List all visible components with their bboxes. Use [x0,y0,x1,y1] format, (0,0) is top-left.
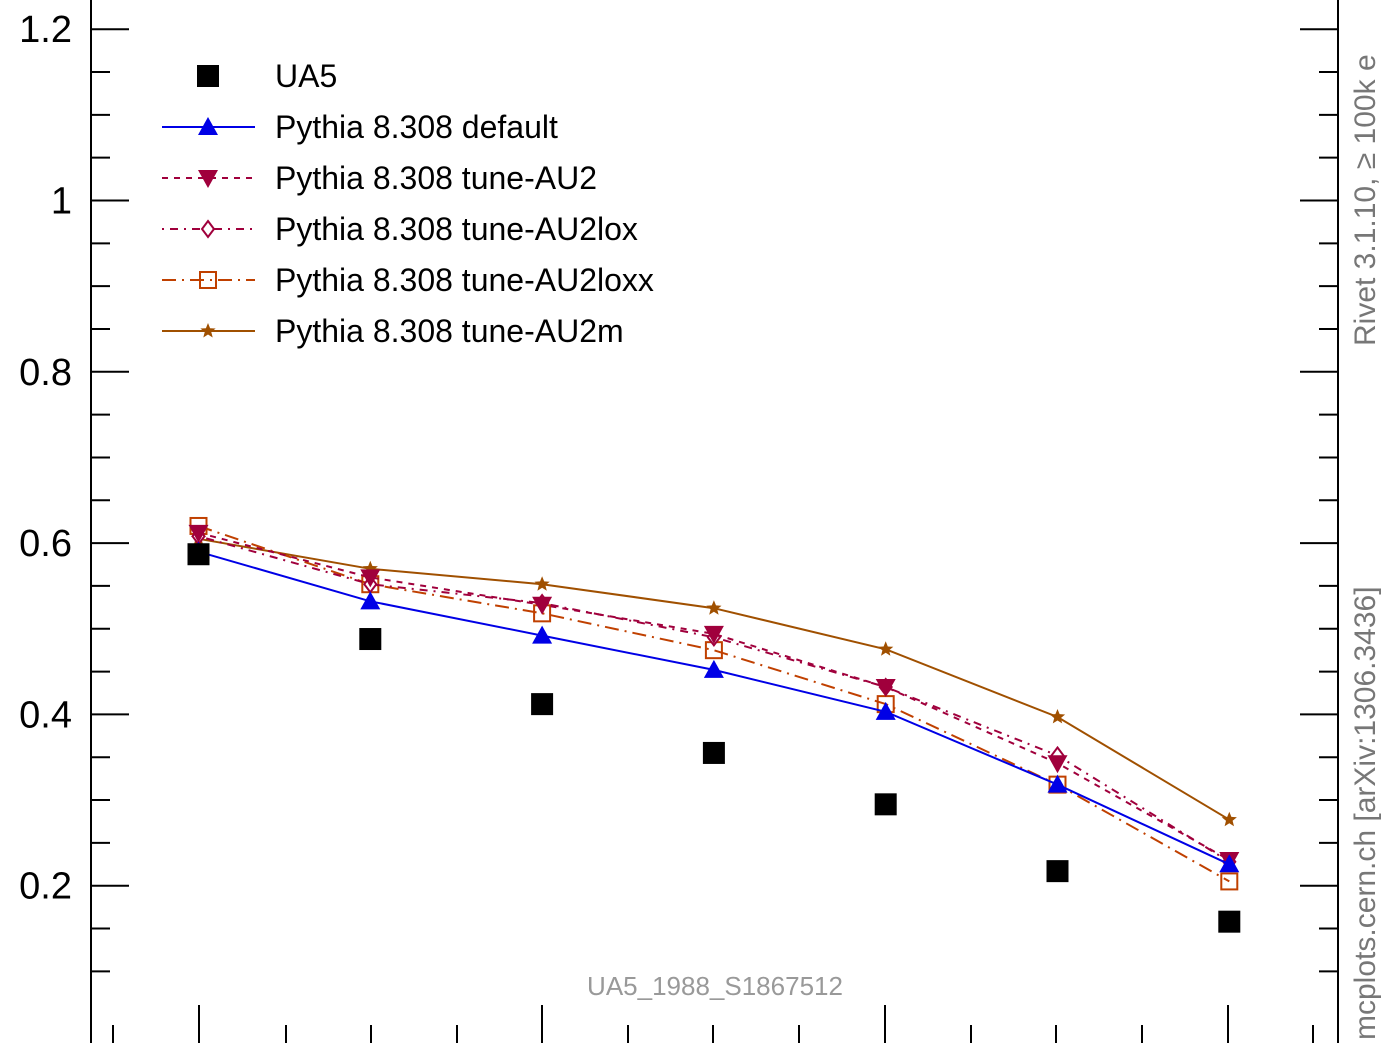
series-line [198,537,1230,821]
legend-entry: UA5 [197,58,337,94]
legend-marker [199,271,217,289]
mcplots-credit-label: mcplots.cern.ch [arXiv:1306.3436] [1349,586,1381,1040]
series-0 [187,543,1241,933]
analysis-id-label: UA5_1988_S1867512 [587,971,843,1001]
series-line [198,550,1230,866]
series-layer [187,516,1241,933]
data-point [1218,910,1241,933]
series-1 [188,541,1240,873]
legend: UA5 Pythia 8.308 default Pythia 8.308 tune… [162,58,654,349]
data-point [360,569,381,588]
data-point [874,793,897,816]
data-point [360,591,381,610]
series-4 [189,516,1239,891]
legend-marker [197,65,219,87]
data-point [1219,854,1240,873]
y-tick-label: 0.2 [19,866,72,908]
y-axis: 0.2 0.4 0.6 0.8 1 1.2 [19,9,1338,973]
x-axis [112,1005,1314,1043]
legend-entry: Pythia 8.308 tune-AU2 [162,160,597,196]
data-point [362,560,378,576]
legend-entry: Pythia 8.308 default [162,109,558,145]
y-tick-label: 0.8 [19,352,72,394]
legend-label: UA5 [275,58,337,94]
rivet-version-label: Rivet 3.1.10, ≥ 100k e [1349,54,1381,346]
y-tick-label: 0.4 [19,694,72,736]
data-point [531,693,554,716]
data-point [703,659,724,678]
legend-label: Pythia 8.308 tune-AU2lox [275,211,638,247]
data-point [1047,774,1068,793]
series-line [198,535,1230,863]
series-5 [190,530,1237,827]
legend-marker [198,117,218,135]
y-tick-label: 1.2 [19,9,72,51]
data-point [706,600,722,615]
data-point [875,678,896,697]
series-3 [191,526,1237,872]
legend-label: Pythia 8.308 tune-AU2 [275,160,597,196]
legend-label: Pythia 8.308 tune-AU2m [275,313,624,349]
data-point [702,741,725,764]
data-point [1047,755,1068,774]
legend-entry: Pythia 8.308 tune-AU2m [162,313,624,349]
legend-marker [200,219,216,239]
data-point [532,596,553,615]
data-point [703,625,724,644]
plot-frame [90,0,1339,1043]
series-line [198,531,1230,861]
legend-label: Pythia 8.308 default [275,109,558,145]
data-point [534,576,550,591]
series-line [198,525,1230,883]
legend-entry: Pythia 8.308 tune-AU2loxx [162,262,654,298]
data-point [875,701,896,720]
legend-marker [200,323,216,338]
y-tick-label: 1 [51,181,72,223]
series-2 [188,524,1240,871]
data-point [878,641,894,656]
data-point [1046,860,1069,883]
data-point [1049,709,1066,724]
data-point [532,625,553,644]
legend-label: Pythia 8.308 tune-AU2loxx [275,262,654,298]
data-point [188,524,209,543]
data-point [1220,872,1239,891]
legend-marker [198,170,218,188]
data-point [359,628,382,651]
data-point [1221,811,1237,827]
legend-entry: Pythia 8.308 tune-AU2lox [162,211,638,247]
y-tick-label: 0.6 [19,523,72,565]
data-point [187,543,210,566]
